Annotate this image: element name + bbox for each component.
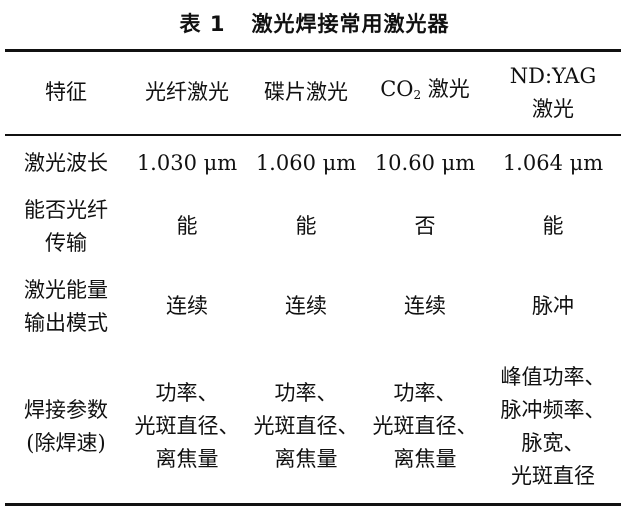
table-row-wavelength: 激光波长 1.030 μm 1.060 μm 10.60 μm 1.064 μm bbox=[5, 135, 621, 191]
table-cell: 能 bbox=[127, 191, 247, 263]
laser-comparison-table: 特征 光纤激光 碟片激光 CO2 激光 ND:YAG 激光 激光波长 1.030 μ… bbox=[5, 49, 621, 506]
cell-line: 1.064 μm bbox=[502, 150, 604, 175]
cell-line: 脉冲 bbox=[532, 294, 574, 318]
co2-suffix: 激光 bbox=[421, 77, 470, 102]
cell-line: 能 bbox=[176, 214, 198, 238]
co2-subscript: 2 bbox=[413, 88, 422, 103]
cell-line: 连续 bbox=[285, 294, 327, 318]
cell-line: 峰值功率、 bbox=[500, 364, 606, 389]
table-cell: 10.60 μm bbox=[365, 135, 485, 191]
table-cell: 功率、光斑直径、离焦量 bbox=[127, 351, 247, 505]
table-cell: 连续 bbox=[365, 263, 485, 351]
cell-line: 否 bbox=[414, 214, 436, 238]
cell-line: 功率、 bbox=[393, 381, 457, 406]
header-feature: 特征 bbox=[45, 80, 87, 105]
cell-line: 光斑直径 bbox=[511, 463, 595, 488]
ndyag-line1: ND:YAG bbox=[509, 63, 597, 88]
cell-line: 激光能量 bbox=[24, 277, 108, 302]
cell-line: 传输 bbox=[45, 230, 87, 255]
cell-line: 输出模式 bbox=[24, 310, 108, 335]
table-cell: 能 bbox=[485, 191, 621, 263]
table-cell: 1.060 μm bbox=[247, 135, 365, 191]
co2-text: CO bbox=[380, 77, 414, 102]
header-co2-laser: CO2 激光 bbox=[365, 51, 485, 135]
table-cell: 否 bbox=[365, 191, 485, 263]
row-label: 焊接参数 (除焊速) bbox=[5, 351, 127, 505]
cell-line: 离焦量 bbox=[155, 447, 219, 472]
cell-line: 脉宽、 bbox=[521, 430, 585, 455]
cell-line: 能 bbox=[295, 214, 317, 238]
table-caption: 表 1 激光焊接常用激光器 bbox=[0, 8, 629, 38]
table-cell: 能 bbox=[247, 191, 365, 263]
table-cell: 1.064 μm bbox=[485, 135, 621, 191]
header-row: 特征 光纤激光 碟片激光 CO2 激光 ND:YAG 激光 bbox=[5, 51, 621, 135]
cell-line: 光斑直径、 bbox=[372, 414, 478, 439]
table-row-fiber-transmission: 能否光纤传输 能 能 否 能 bbox=[5, 191, 621, 263]
row-label: 激光能量 输出模式 bbox=[5, 263, 127, 351]
cell-line: 能否光纤 bbox=[24, 197, 108, 222]
ndyag-line2: 激光 bbox=[532, 96, 574, 121]
cell-line: (除焊速) bbox=[26, 430, 106, 455]
header-disk-laser: 碟片激光 bbox=[264, 80, 348, 105]
table-cell: 连续 bbox=[127, 263, 247, 351]
header-fiber-laser: 光纤激光 bbox=[145, 80, 229, 105]
cell-line: 光斑直径、 bbox=[253, 414, 359, 439]
table-cell: 1.030 μm bbox=[127, 135, 247, 191]
table-row-output-mode: 激光能量输出模式 连续 连续 连续 脉冲 bbox=[5, 263, 621, 351]
table-number: 表 1 bbox=[179, 12, 226, 36]
cell-line: 功率、 bbox=[274, 381, 338, 406]
cell-line: 10.60 μm bbox=[374, 150, 476, 175]
cell-line: 光斑直径、 bbox=[134, 414, 240, 439]
cell-line: 连续 bbox=[166, 294, 208, 318]
cell-line: 能 bbox=[542, 214, 564, 238]
cell-line: 功率、 bbox=[155, 381, 219, 406]
table-cell: 连续 bbox=[247, 263, 365, 351]
table-row-welding-parameters: 焊接参数 (除焊速) 功率、 光斑直径、 离焦量 功率、 光斑直径、 离焦量 功率、 光斑直径、离… bbox=[5, 351, 621, 505]
cell-line: 1.060 μm bbox=[255, 150, 357, 175]
table-cell: 脉冲 bbox=[485, 263, 621, 351]
table-cell: 功率、光斑直径、离焦量 bbox=[365, 351, 485, 505]
cell-line: 焊接参数 bbox=[24, 397, 108, 422]
table-cell: 功率、光斑直径、离焦量 bbox=[247, 351, 365, 505]
cell-line: 脉冲频率、 bbox=[500, 397, 606, 422]
cell-line: 离焦量 bbox=[274, 447, 338, 472]
cell-line: 连续 bbox=[404, 294, 446, 318]
row-label: 激光波长 bbox=[5, 135, 127, 191]
cell-line: 离焦量 bbox=[393, 447, 457, 472]
table-cell: 峰值功率、脉冲频率、脉宽、光斑直径 bbox=[485, 351, 621, 505]
table-title: 激光焊接常用激光器 bbox=[251, 12, 450, 36]
cell-line: 激光波长 bbox=[24, 150, 108, 175]
cell-line: 1.030 μm bbox=[136, 150, 238, 175]
header-ndyag-laser: ND:YAG 激光 bbox=[485, 51, 621, 135]
row-label: 能否光纤 传输 bbox=[5, 191, 127, 263]
